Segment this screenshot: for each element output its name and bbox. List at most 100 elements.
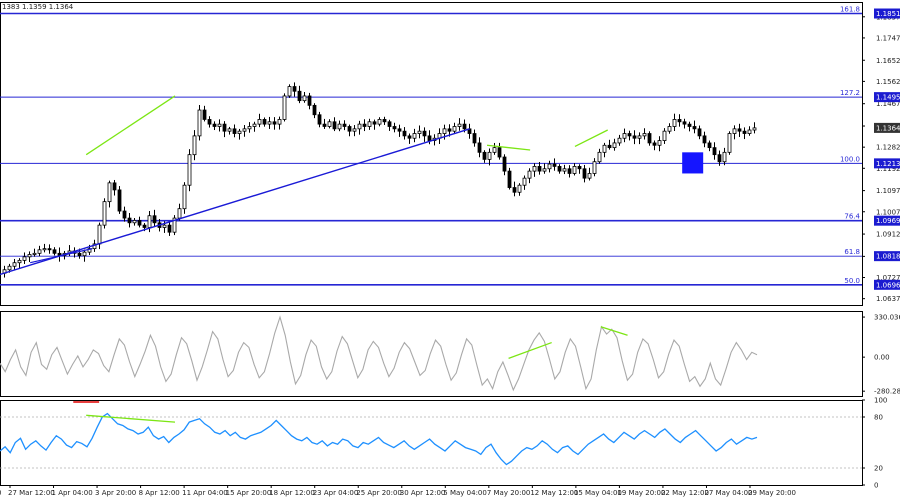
candle-body	[537, 166, 542, 172]
candle-body	[367, 121, 372, 127]
y-tick-label: 1.0637	[876, 295, 900, 303]
candle-body	[82, 251, 87, 257]
candle-body	[697, 128, 702, 137]
x-tick-label: 12 May 12:00	[530, 489, 578, 497]
candle-body	[382, 119, 387, 123]
candle-body	[127, 217, 132, 224]
y-tick-label: 1.1282	[876, 144, 900, 152]
osc-divergence-line	[600, 326, 628, 336]
rsi-panel: 100 80 20 0	[0, 397, 887, 490]
candle-body	[602, 144, 607, 153]
x-tick-label: 22 May 12:00	[661, 489, 709, 497]
candle-body	[282, 95, 287, 120]
candle-body	[362, 123, 367, 127]
price-tag-box	[874, 158, 900, 169]
candle-body	[42, 248, 47, 251]
price-tag-label: 1.0969	[876, 217, 900, 225]
candle-body	[667, 126, 672, 132]
rsi-line	[0, 412, 758, 466]
candle-body	[197, 109, 202, 137]
rsi-tick-label: 80	[874, 414, 883, 422]
fib-level-label: 161.8	[840, 6, 860, 14]
candle-body	[417, 130, 422, 134]
candle-body	[612, 142, 617, 149]
candle-body	[242, 128, 247, 132]
candle-body	[392, 126, 397, 130]
fib-level-label: 127.2	[840, 89, 860, 97]
candle-body	[77, 252, 82, 257]
candle-body	[572, 166, 577, 174]
candle-body	[592, 161, 597, 174]
candle-body	[482, 151, 487, 160]
candle-body	[692, 126, 697, 130]
fib-level-label: 76.4	[844, 213, 860, 221]
candle-body	[247, 126, 252, 130]
osc-tick-label: 0.00	[874, 354, 890, 362]
candle-body	[267, 121, 272, 125]
x-tick-label: 15 May 04:00	[574, 489, 622, 497]
candle-body	[532, 166, 537, 172]
candle-body	[227, 128, 232, 132]
candle-body	[652, 142, 657, 146]
candle-body	[477, 142, 482, 153]
x-tick-label: 30 Apr 12:00	[400, 489, 446, 497]
candle-body	[457, 123, 462, 127]
candle-body	[152, 215, 157, 224]
candle-body	[177, 208, 182, 219]
x-tick-label: 23 Apr 04:00	[313, 489, 359, 497]
candle-body	[262, 119, 267, 125]
x-tick-label: 27 Mar 12:00	[8, 489, 55, 497]
x-tick-label: 29 May 20:00	[748, 489, 796, 497]
candle-body	[117, 189, 122, 212]
candle-body	[47, 248, 52, 251]
candle-body	[402, 130, 407, 137]
candle-body	[112, 182, 117, 191]
candle-body	[412, 133, 417, 139]
y-tick-label: 1.1652	[876, 57, 900, 65]
candle-body	[587, 173, 592, 179]
candle-body	[222, 123, 227, 132]
candle-body	[737, 128, 742, 132]
divergence-line	[486, 144, 531, 151]
candle-body	[707, 142, 712, 149]
x-tick-label: 15 Apr 20:00	[226, 489, 272, 497]
x-tick-label: 3 Apr 20:00	[95, 489, 136, 497]
candle-body	[22, 256, 27, 261]
candle-body	[522, 177, 527, 186]
panel-frame	[0, 400, 863, 486]
price-tag-box	[874, 8, 900, 19]
candle-body	[657, 140, 662, 146]
candle-body	[527, 170, 532, 179]
y-tick-label: 1.1467	[876, 100, 900, 108]
candle-body	[192, 135, 197, 156]
candle-body	[662, 130, 667, 141]
candle-body	[332, 121, 337, 130]
candle-body	[582, 168, 587, 179]
y-tick-label: 1.1562	[876, 78, 900, 86]
osc-tick-label: -280.2848	[874, 388, 900, 396]
candle-body	[387, 121, 392, 127]
candle-body	[172, 217, 177, 233]
candle-body	[307, 95, 312, 106]
price-tag-label: 1.1364	[876, 124, 900, 132]
rsi-divergence-line	[86, 414, 176, 423]
candle-body	[342, 123, 347, 127]
candle-body	[642, 133, 647, 137]
candle-body	[557, 166, 562, 172]
candle-body	[422, 130, 427, 137]
osc-tick-label: 330.0361	[874, 314, 900, 322]
candle-body	[232, 128, 237, 134]
candle-body	[87, 248, 92, 253]
candle-body	[132, 220, 137, 224]
candle-body	[712, 147, 717, 156]
candle-body	[647, 133, 652, 144]
divergence-line	[85, 95, 176, 156]
candle-body	[217, 123, 222, 127]
fib-level-label: 61.8	[844, 248, 860, 256]
fib-level-label: 100.0	[840, 155, 860, 163]
time-axis: 0 27 Mar 12:001 Apr 04:003 Apr 20:008 Apr…	[0, 485, 796, 497]
candle-body	[312, 104, 317, 116]
candle-body	[7, 265, 12, 271]
candle-body	[187, 154, 192, 186]
candle-body	[372, 121, 377, 125]
